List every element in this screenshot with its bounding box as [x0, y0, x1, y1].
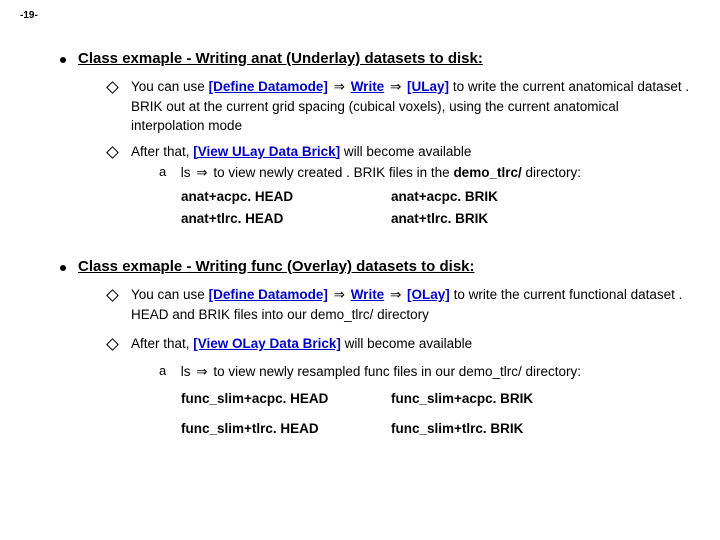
- sub-list: You can use [Define Datamode] ⇒ Write ⇒ …: [108, 77, 692, 232]
- section-anat: Class exmaple - Writing anat (Underlay) …: [60, 50, 692, 232]
- file-name: anat+tlrc. BRIK: [391, 209, 488, 229]
- file-name: func_slim+tlrc. HEAD: [181, 419, 391, 439]
- text: will become available: [341, 336, 472, 351]
- text: After that,: [131, 336, 193, 351]
- arrow-icon: ⇒: [388, 77, 403, 97]
- arrow-icon: ⇒: [194, 163, 209, 183]
- file-name: anat+acpc. BRIK: [391, 187, 498, 207]
- list-letter: a: [159, 362, 177, 381]
- link-define-datamode: [Define Datamode]: [209, 287, 328, 302]
- link-write: Write: [351, 287, 385, 302]
- bullet-icon: [60, 265, 66, 271]
- link-define-datamode: [Define Datamode]: [209, 79, 328, 94]
- page: -19- Class exmaple - Writing anat (Under…: [0, 0, 720, 540]
- arrow-icon: ⇒: [388, 285, 403, 305]
- bullet-row: Class exmaple - Writing func (Overlay) d…: [60, 258, 692, 275]
- sub-text: After that, [View OLay Data Brick] will …: [131, 334, 581, 441]
- sub-list: You can use [Define Datamode] ⇒ Write ⇒ …: [108, 285, 692, 441]
- file-row: anat+tlrc. HEAD anat+tlrc. BRIK: [181, 209, 581, 229]
- page-number: -19-: [20, 10, 38, 21]
- file-row: func_slim+acpc. HEAD func_slim+acpc. BRI…: [181, 389, 581, 409]
- sub-text: You can use [Define Datamode] ⇒ Write ⇒ …: [131, 77, 692, 136]
- text: directory:: [522, 165, 581, 180]
- file-name: anat+tlrc. HEAD: [181, 209, 391, 229]
- subsub-item: a ls ⇒ to view newly resampled func file…: [159, 362, 581, 382]
- sub-text: After that, [View ULay Data Brick] will …: [131, 142, 581, 232]
- arrow-icon: ⇒: [332, 77, 347, 97]
- sub-item: After that, [View ULay Data Brick] will …: [108, 142, 692, 232]
- link-olay: [OLay]: [407, 287, 450, 302]
- sub-item: You can use [Define Datamode] ⇒ Write ⇒ …: [108, 77, 692, 136]
- bullet-icon: [60, 57, 66, 63]
- text: After that,: [131, 144, 193, 159]
- text: You can use: [131, 287, 209, 302]
- file-row: func_slim+tlrc. HEAD func_slim+tlrc. BRI…: [181, 419, 581, 439]
- text: will become available: [340, 144, 471, 159]
- file-name: anat+acpc. HEAD: [181, 187, 391, 207]
- sub-item: After that, [View OLay Data Brick] will …: [108, 334, 692, 441]
- file-row: anat+acpc. HEAD anat+acpc. BRIK: [181, 187, 581, 207]
- subsub-item: a ls ⇒ to view newly created . BRIK file…: [159, 163, 581, 183]
- text: to view newly created . BRIK files in th…: [210, 165, 454, 180]
- list-letter: a: [159, 163, 177, 182]
- file-name: func_slim+acpc. BRIK: [391, 389, 533, 409]
- file-list: func_slim+acpc. HEAD func_slim+acpc. BRI…: [181, 389, 581, 438]
- text: to view newly resampled func files in ou…: [210, 364, 581, 379]
- arrow-icon: ⇒: [332, 285, 347, 305]
- section-func: Class exmaple - Writing func (Overlay) d…: [60, 258, 692, 441]
- diamond-icon: [106, 338, 119, 351]
- diamond-icon: [106, 81, 119, 94]
- text: ls: [181, 165, 195, 180]
- sub-text: You can use [Define Datamode] ⇒ Write ⇒ …: [131, 285, 692, 324]
- subsub: a ls ⇒ to view newly resampled func file…: [159, 362, 581, 439]
- subsub: a ls ⇒ to view newly created . BRIK file…: [159, 163, 581, 229]
- diamond-icon: [106, 146, 119, 159]
- section-heading: Class exmaple - Writing anat (Underlay) …: [78, 50, 483, 67]
- arrow-icon: ⇒: [194, 362, 209, 382]
- diamond-icon: [106, 289, 119, 302]
- link-view-olay: [View OLay Data Brick]: [193, 336, 341, 351]
- text: You can use: [131, 79, 209, 94]
- directory-name: demo_tlrc/: [453, 165, 521, 180]
- sub-item: You can use [Define Datamode] ⇒ Write ⇒ …: [108, 285, 692, 324]
- file-name: func_slim+tlrc. BRIK: [391, 419, 523, 439]
- bullet-row: Class exmaple - Writing anat (Underlay) …: [60, 50, 692, 67]
- link-write: Write: [351, 79, 385, 94]
- link-view-ulay: [View ULay Data Brick]: [193, 144, 340, 159]
- file-list: anat+acpc. HEAD anat+acpc. BRIK anat+tlr…: [181, 187, 581, 229]
- text: ls: [181, 364, 195, 379]
- link-ulay: [ULay]: [407, 79, 449, 94]
- section-heading: Class exmaple - Writing func (Overlay) d…: [78, 258, 475, 275]
- file-name: func_slim+acpc. HEAD: [181, 389, 391, 409]
